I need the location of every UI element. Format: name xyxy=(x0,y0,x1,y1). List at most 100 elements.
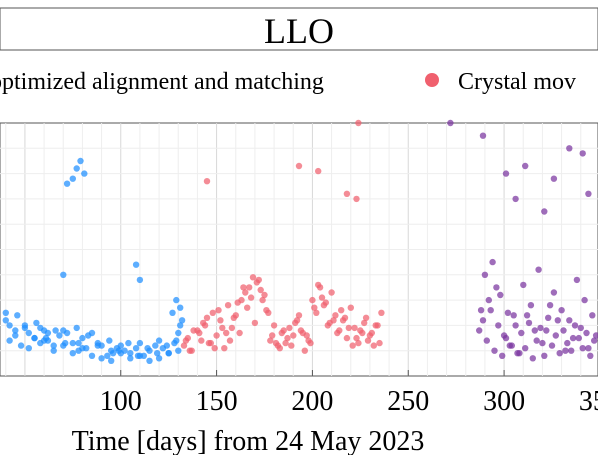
data-point xyxy=(178,317,186,324)
data-point xyxy=(182,337,190,344)
data-point xyxy=(343,334,351,342)
data-point xyxy=(276,345,283,352)
data-point xyxy=(368,329,375,337)
data-point xyxy=(322,299,329,306)
data-point xyxy=(284,334,291,342)
data-point xyxy=(257,286,264,294)
data-point xyxy=(244,304,251,311)
data-point xyxy=(209,309,216,316)
data-point xyxy=(50,342,57,349)
data-point xyxy=(155,355,163,362)
data-point xyxy=(60,271,67,278)
chart-title: LLO xyxy=(264,11,334,51)
data-point xyxy=(81,170,88,177)
data-point xyxy=(541,352,548,359)
legend: optimized alignment and matching Crystal… xyxy=(0,69,576,95)
data-point xyxy=(481,271,489,278)
data-point xyxy=(132,261,140,268)
data-point xyxy=(357,327,364,334)
data-point xyxy=(253,279,260,286)
data-point xyxy=(211,345,218,352)
data-point xyxy=(115,347,123,354)
data-point xyxy=(311,304,318,311)
data-point xyxy=(313,309,320,316)
data-point xyxy=(355,119,362,127)
data-point xyxy=(349,342,356,349)
data-point xyxy=(550,175,558,182)
data-point xyxy=(529,355,536,362)
data-point xyxy=(326,319,333,327)
series-0 xyxy=(2,157,186,364)
data-point xyxy=(69,350,77,357)
data-point xyxy=(215,307,222,314)
data-point xyxy=(370,342,377,349)
data-point xyxy=(180,342,188,349)
data-point xyxy=(17,342,25,349)
data-point xyxy=(108,357,115,364)
data-point xyxy=(219,324,226,332)
data-point xyxy=(522,345,529,352)
data-point xyxy=(318,294,326,301)
data-point xyxy=(550,289,558,296)
data-point xyxy=(73,165,80,172)
data-point xyxy=(14,312,21,319)
data-point xyxy=(307,339,314,347)
data-point xyxy=(63,180,71,187)
data-point xyxy=(31,334,38,342)
data-point xyxy=(203,314,211,321)
data-point xyxy=(267,337,274,344)
data-point xyxy=(483,337,490,344)
data-point xyxy=(522,162,529,170)
data-point xyxy=(2,309,9,316)
data-point xyxy=(334,329,341,337)
data-point xyxy=(88,352,96,359)
data-point xyxy=(364,337,372,344)
data-point xyxy=(155,337,163,344)
x-axis-label: Time [days] from 24 May 2023 xyxy=(72,426,425,455)
data-point xyxy=(247,294,255,301)
data-point xyxy=(577,324,584,332)
data-point xyxy=(134,352,142,359)
data-point xyxy=(177,322,184,329)
series-2 xyxy=(447,119,598,362)
data-point xyxy=(73,324,80,332)
data-point xyxy=(272,339,280,347)
data-point xyxy=(223,329,230,337)
data-point xyxy=(587,352,594,359)
data-point xyxy=(288,342,295,349)
data-point xyxy=(251,319,259,327)
data-point xyxy=(163,342,170,349)
plot-area: 100 150 200 250 300 350 xyxy=(0,119,598,417)
data-point xyxy=(495,322,502,329)
data-point xyxy=(500,332,508,339)
data-point xyxy=(554,317,561,324)
data-point xyxy=(512,322,519,329)
data-point xyxy=(537,324,544,332)
data-point xyxy=(569,334,577,342)
x-tick-label: 350 xyxy=(579,386,598,417)
data-point xyxy=(564,339,571,347)
data-point xyxy=(489,258,496,266)
data-point xyxy=(493,284,500,291)
data-point xyxy=(6,322,13,329)
data-point xyxy=(230,314,237,321)
data-point xyxy=(286,324,293,332)
data-point xyxy=(69,339,77,347)
data-point xyxy=(203,178,211,185)
data-point xyxy=(362,314,370,321)
data-point xyxy=(546,302,554,309)
data-point xyxy=(585,345,592,352)
data-point xyxy=(136,276,144,284)
data-point xyxy=(332,312,339,319)
data-point xyxy=(173,296,180,304)
data-point xyxy=(487,307,494,314)
data-point xyxy=(186,347,193,354)
data-point xyxy=(479,132,487,139)
data-point xyxy=(552,332,559,339)
data-point xyxy=(236,329,243,337)
data-point xyxy=(292,319,299,327)
data-point xyxy=(177,304,184,311)
data-point xyxy=(345,324,352,332)
x-tick-label: 300 xyxy=(483,386,525,417)
